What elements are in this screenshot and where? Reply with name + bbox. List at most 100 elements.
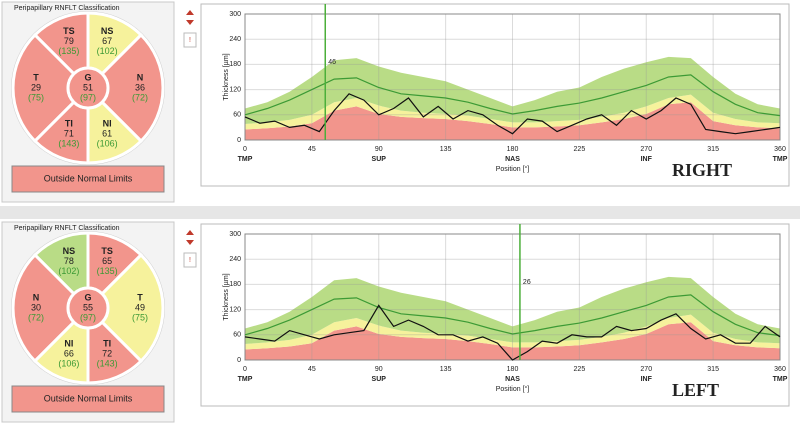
thickness-line — [244, 93, 781, 135]
eye-label: RIGHT — [672, 160, 732, 180]
sector-label: NI — [64, 339, 73, 349]
x-tick-label: 225 — [574, 366, 586, 373]
sector-label: G — [84, 72, 91, 82]
eye-label: LEFT — [672, 380, 719, 400]
x-tick-label: 0 — [243, 366, 247, 373]
region-label: NAS — [505, 376, 520, 383]
sector-normal: (106) — [97, 139, 118, 149]
thickness-line — [244, 294, 781, 337]
y-tick-label: 180 — [229, 61, 241, 68]
sector-center — [66, 66, 110, 110]
region-label: NAS — [505, 156, 520, 163]
x-axis-label: Position [°] — [496, 385, 530, 393]
sector-normal: (72) — [28, 312, 44, 322]
x-tick-label: 270 — [640, 366, 652, 373]
sector-normal: (135) — [97, 266, 118, 276]
sector-value: 71 — [64, 129, 74, 139]
sector-value: 61 — [102, 129, 112, 139]
y-tick-label: 180 — [229, 281, 241, 288]
x-tick-label: 270 — [640, 146, 652, 153]
region-label: TMP — [238, 376, 253, 383]
sector-value: 55 — [83, 302, 93, 312]
x-tick-label: 360 — [774, 366, 786, 373]
result-button[interactable] — [11, 165, 165, 193]
y-tick-label: 300 — [229, 231, 241, 238]
sector-center — [66, 286, 110, 330]
x-tick-label: 0 — [243, 146, 247, 153]
sector-label: TS — [63, 26, 75, 36]
sector-label: N — [137, 72, 144, 82]
cursor-value: 46 — [328, 59, 336, 66]
x-axis-label: Position [°] — [496, 165, 530, 173]
sector-value: 36 — [135, 82, 145, 92]
norm-band — [245, 276, 780, 345]
y-axis-label: Thickness [µm] — [223, 53, 230, 100]
x-tick-label: 180 — [507, 366, 519, 373]
sector-normal: (75) — [132, 312, 148, 322]
alert-box — [183, 252, 197, 268]
norm-band — [245, 94, 780, 130]
y-axis-label: Thickness [µm] — [223, 273, 230, 320]
heading: Peripapillary RNFLT Classification — [14, 225, 120, 232]
y-tick-label: 120 — [229, 86, 241, 93]
sector-value: 65 — [102, 256, 112, 266]
x-tick-label: 315 — [707, 146, 719, 153]
y-tick-label: 60 — [233, 332, 241, 339]
arrow-up[interactable] — [186, 230, 194, 235]
sector-value: 29 — [31, 82, 41, 92]
region-label: TMP — [238, 156, 253, 163]
sector-normal: (75) — [28, 92, 44, 102]
sector-value: 30 — [31, 302, 41, 312]
x-tick-label: 360 — [774, 146, 786, 153]
sector-normal: (97) — [80, 92, 96, 102]
y-tick-label: 0 — [237, 357, 241, 364]
region-label: INF — [641, 376, 653, 383]
sector-label: NS — [101, 26, 114, 36]
thickness-line — [244, 304, 781, 361]
sector-value: 66 — [64, 349, 74, 359]
y-tick-label: 240 — [229, 36, 241, 43]
sector-normal: (143) — [97, 359, 118, 369]
sector-value: 49 — [135, 302, 145, 312]
sector-normal: (102) — [58, 266, 79, 276]
alert-box — [183, 32, 197, 48]
result-button[interactable] — [11, 385, 165, 413]
sector-label: T — [33, 72, 39, 82]
sector-value: 67 — [102, 36, 112, 46]
sector-normal: (102) — [97, 46, 118, 56]
sector-label: T — [137, 292, 143, 302]
sector-value: 72 — [102, 349, 112, 359]
arrow-down[interactable] — [186, 240, 194, 245]
arrow-down[interactable] — [186, 20, 194, 25]
cursor-value: 26 — [523, 279, 531, 286]
sector-value: 78 — [64, 256, 74, 266]
arrow-up[interactable] — [186, 10, 194, 15]
norm-band — [245, 322, 780, 360]
x-tick-label: 135 — [440, 366, 452, 373]
heading: Peripapillary RNFLT Classification — [14, 5, 120, 12]
y-tick-label: 300 — [229, 11, 241, 18]
plot-border — [244, 13, 781, 141]
result-text: Outside Normal Limits — [44, 173, 133, 183]
region-label: SUP — [372, 376, 387, 383]
result-text: Outside Normal Limits — [44, 393, 133, 403]
thickness-line — [244, 74, 781, 117]
y-tick-label: 120 — [229, 306, 241, 313]
region-label: TMP — [773, 376, 788, 383]
alert-icon: ! — [189, 37, 191, 44]
sector-label: TI — [103, 339, 111, 349]
x-tick-label: 180 — [507, 146, 519, 153]
y-tick-label: 0 — [237, 137, 241, 144]
sector-normal: (72) — [132, 92, 148, 102]
alert-icon: ! — [189, 257, 191, 264]
y-tick-label: 60 — [233, 112, 241, 119]
norm-band — [245, 102, 780, 140]
x-tick-label: 90 — [375, 366, 383, 373]
sector-label: TI — [65, 119, 73, 129]
y-tick-label: 240 — [229, 256, 241, 263]
norm-band — [245, 56, 780, 125]
region-label: INF — [641, 156, 653, 163]
x-tick-label: 135 — [440, 146, 452, 153]
sector-normal: (143) — [58, 139, 79, 149]
x-tick-label: 45 — [308, 366, 316, 373]
